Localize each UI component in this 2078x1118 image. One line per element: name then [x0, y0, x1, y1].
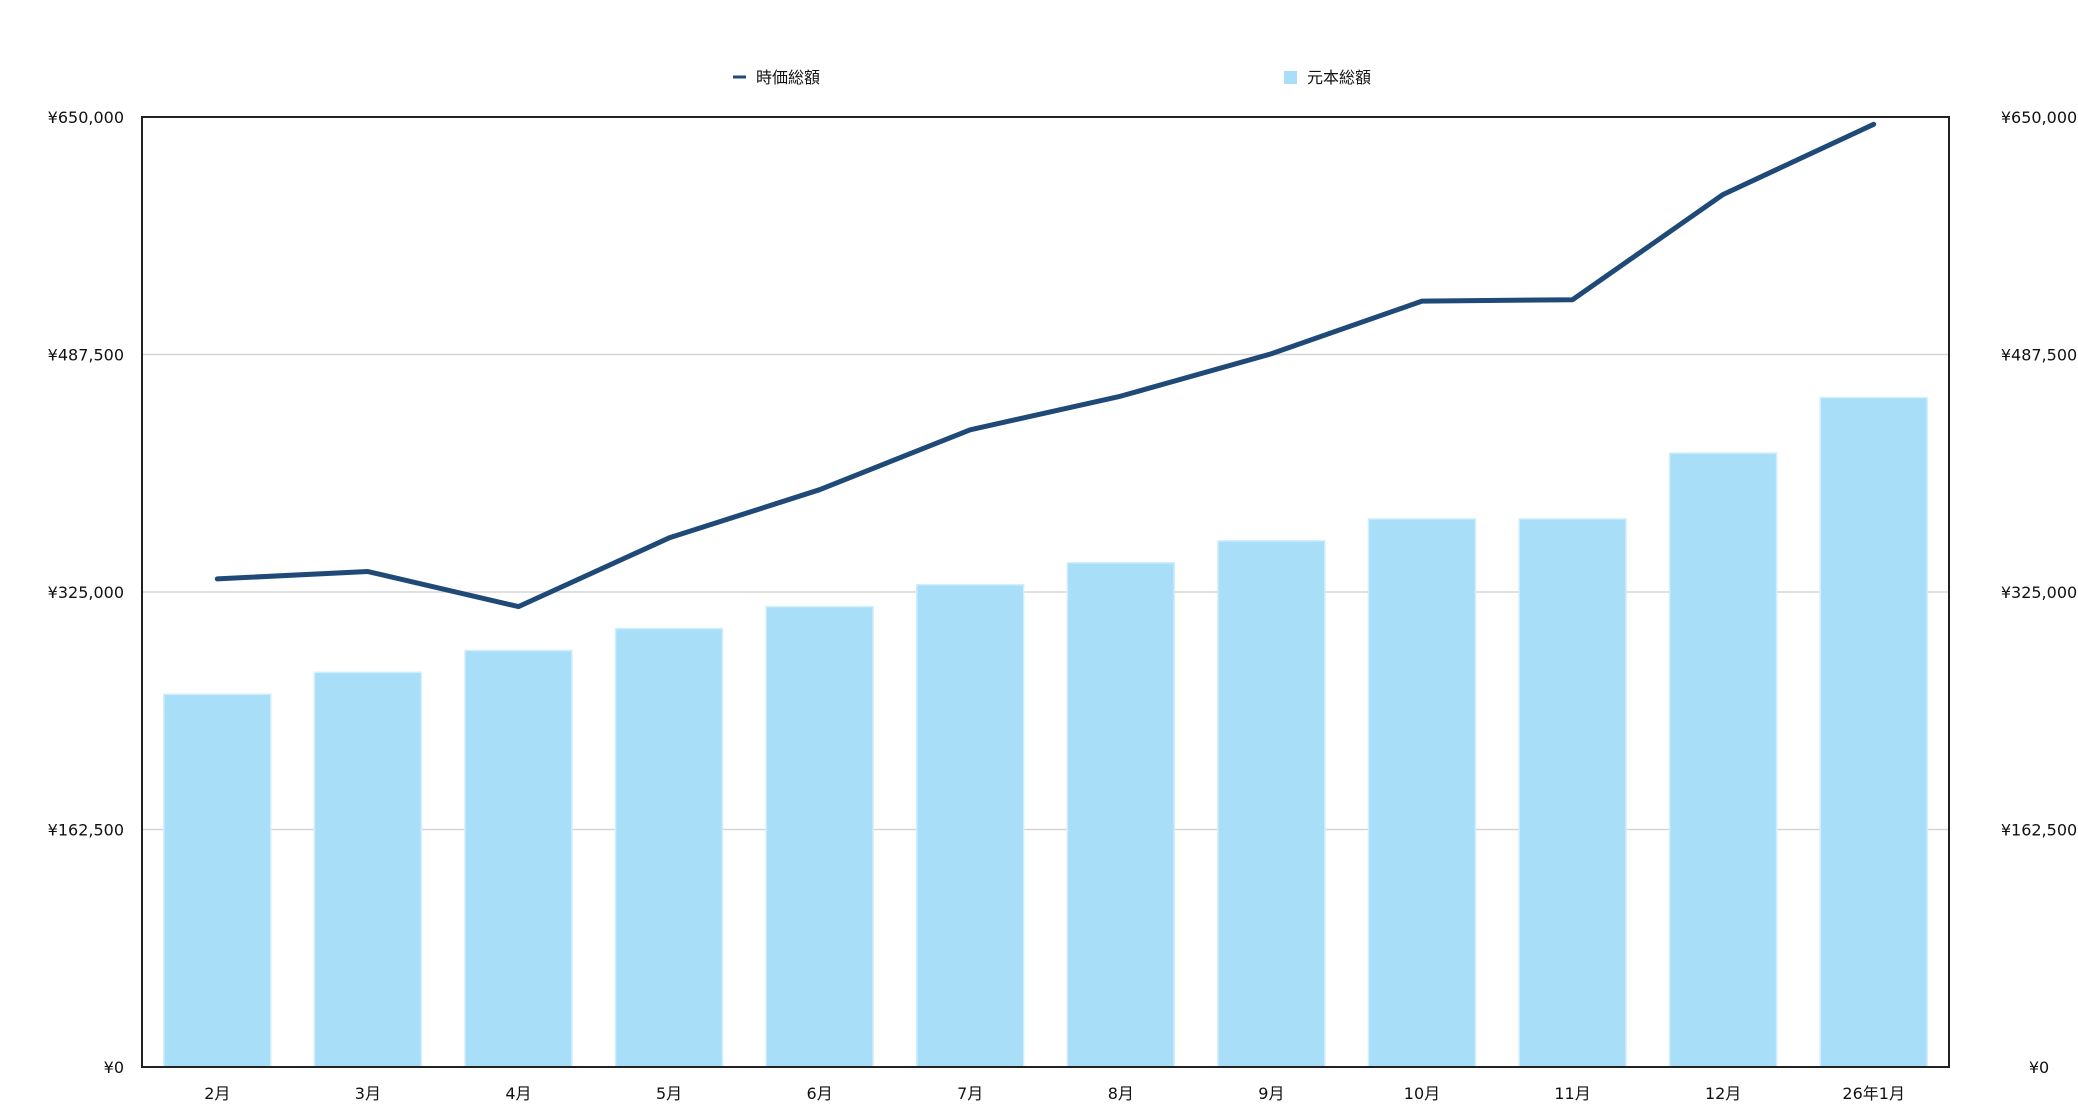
x-tick-label: 3月 [355, 1084, 381, 1103]
bar [614, 627, 724, 1068]
bar [1367, 518, 1477, 1068]
x-tick-label: 2月 [204, 1084, 230, 1103]
bar [1668, 452, 1778, 1068]
bar [916, 583, 1025, 1068]
legend-label-line: 時価総額 [756, 68, 820, 87]
x-tick-label: 26年1月 [1842, 1084, 1905, 1103]
y-axis-left: ¥0 ¥162,500 ¥325,000 ¥487,500 ¥650,000 [48, 108, 124, 1077]
y-tick-label-left: ¥162,500 [48, 821, 124, 840]
x-tick-label: 9月 [1258, 1084, 1284, 1103]
legend: 時価総額 元本総額 [733, 68, 1371, 87]
x-tick-label: 8月 [1108, 1084, 1134, 1103]
bar [1217, 540, 1326, 1068]
y-tick-label-left: ¥325,000 [48, 583, 124, 602]
y-tick-label-right: ¥162,500 [2001, 821, 2077, 840]
y-tick-label-right: ¥0 [2029, 1058, 2049, 1077]
bar [163, 693, 272, 1068]
plot-frame [141, 116, 1950, 1068]
y-tick-label-right: ¥325,000 [2001, 583, 2077, 602]
x-tick-label: 4月 [505, 1084, 531, 1103]
y-tick-label-left: ¥650,000 [48, 108, 124, 127]
bar [464, 649, 573, 1068]
bar-series [163, 396, 1928, 1068]
bar [765, 605, 874, 1068]
bar [1518, 518, 1627, 1068]
legend-bar-swatch [1284, 71, 1297, 84]
y-tick-label-right: ¥487,500 [2001, 346, 2077, 365]
bar [1819, 396, 1928, 1068]
y-tick-label-left: ¥487,500 [48, 346, 124, 365]
legend-label-bar: 元本総額 [1307, 68, 1371, 87]
line-series [214, 121, 1877, 610]
series-line [214, 121, 1877, 610]
bar [313, 671, 423, 1068]
x-tick-label: 12月 [1705, 1084, 1741, 1103]
x-tick-label: 5月 [656, 1084, 682, 1103]
x-tick-label: 11月 [1554, 1084, 1590, 1103]
x-axis: 2月 3月 4月 5月 6月 7月 8月 9月 10月 11月 12月 26年1月 [204, 1084, 1905, 1103]
y-axis-right: ¥0 ¥162,500 ¥325,000 ¥487,500 ¥650,000 [2001, 108, 2077, 1077]
x-tick-label: 7月 [957, 1084, 983, 1103]
y-tick-label-left: ¥0 [104, 1058, 124, 1077]
gridlines [142, 353, 1949, 831]
bar [1066, 562, 1175, 1068]
x-tick-label: 6月 [807, 1084, 833, 1103]
y-tick-label-right: ¥650,000 [2001, 108, 2077, 127]
x-tick-label: 10月 [1404, 1084, 1440, 1103]
